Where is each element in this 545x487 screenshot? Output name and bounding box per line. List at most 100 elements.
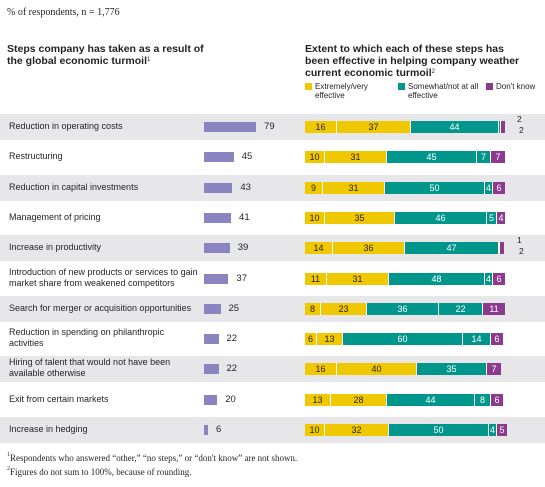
- left-bar: [204, 303, 221, 314]
- left-bar: [204, 182, 233, 193]
- legend-label-somewhat: Somewhat/not at all effective: [408, 82, 479, 100]
- extremely-segment-value: 11: [310, 273, 321, 284]
- respondents-note: % of respondents, n = 1,776: [7, 7, 120, 18]
- somewhat-segment-value: 4: [485, 182, 491, 193]
- dont-know-segment: [501, 121, 505, 133]
- extremely-segment: 37: [337, 121, 411, 133]
- dont-know-segment-value: 11: [489, 303, 499, 314]
- extremely-segment-value: 10: [309, 152, 320, 163]
- extremely-segment-value: 10: [309, 212, 320, 223]
- row-label: Exit from certain markets: [9, 393, 109, 404]
- extremely-segment: 14: [305, 242, 333, 255]
- extremely-segment-value: 31: [348, 182, 359, 193]
- dont-know-segment: 7: [487, 363, 501, 376]
- somewhat-segment: 50: [385, 181, 485, 194]
- extremely-segment: 31: [323, 181, 385, 194]
- somewhat-segment: 45: [387, 151, 477, 164]
- dont-know-segment: [500, 242, 504, 255]
- dont-know-segment: 11: [483, 302, 505, 315]
- somewhat-segment: 4: [485, 181, 493, 194]
- extremely-segment-value: 31: [352, 273, 363, 284]
- extremely-segment-value: 13: [324, 334, 335, 345]
- row-label: Reduction in spending on philanthropic a…: [9, 327, 165, 349]
- extremely-segment: 10: [305, 211, 325, 224]
- somewhat-segment: 14: [463, 333, 491, 346]
- row-label: Introduction of new products or services…: [9, 266, 198, 288]
- somewhat-segment-value: 50: [429, 182, 440, 193]
- somewhat-segment: 44: [387, 393, 475, 406]
- footnote-1-mark: 1: [7, 452, 10, 458]
- extremely-segment: 13: [317, 333, 343, 346]
- row-label: Increase in productivity: [9, 242, 102, 253]
- somewhat-segment: 36: [367, 302, 439, 315]
- left-bar: [204, 122, 257, 132]
- somewhat-segment: 44: [411, 121, 499, 133]
- dont-know-segment-value: 6: [494, 394, 500, 405]
- dont-know-segment-value: 6: [496, 182, 502, 193]
- extremely-segment: 32: [325, 424, 389, 436]
- footnote-2-mark: 2: [7, 466, 10, 472]
- left-bar: [204, 425, 208, 435]
- extremely-segment: 9: [305, 181, 323, 194]
- somewhat-segment-value: 46: [435, 212, 446, 223]
- footnote-1: 1Respondents who answered “other,” “no s…: [7, 452, 298, 463]
- extremely-segment: 10: [305, 424, 325, 436]
- somewhat-segment-value: 44: [425, 394, 436, 405]
- extremely-segment-value: 35: [354, 212, 365, 223]
- somewhat-segment-value: 36: [397, 303, 408, 314]
- row-label: Increase in hedging: [9, 424, 88, 434]
- row-label: Search for merger or acquisition opportu…: [9, 302, 192, 313]
- extremely-segment-value: 6: [307, 334, 313, 345]
- left-bar-value: 39: [237, 242, 249, 254]
- somewhat-segment-value: 35: [446, 364, 457, 375]
- extremely-segment-value: 36: [363, 243, 374, 254]
- somewhat-segment: 35: [417, 363, 487, 376]
- extremely-segment: 16: [305, 363, 337, 376]
- left-chart-title: Steps company has taken as a result of t…: [7, 43, 212, 67]
- somewhat-segment-value: 48: [431, 273, 442, 284]
- small-segment-value: 1: [517, 235, 522, 246]
- dont-know-segment: 4: [497, 211, 505, 224]
- left-bar: [204, 152, 234, 163]
- somewhat-segment-value: 50: [433, 425, 444, 435]
- extremely-segment-value: 16: [315, 122, 326, 132]
- footnote-1-text: Respondents who answered “other,” “no st…: [10, 453, 298, 463]
- extremely-segment: 31: [325, 151, 387, 164]
- extremely-segment-value: 16: [315, 364, 326, 375]
- somewhat-segment-value: 4: [485, 273, 491, 284]
- extremely-segment: 6: [305, 333, 317, 346]
- dont-know-segment-value: 7: [495, 152, 501, 163]
- footnote-2-text: Figures do not sum to 100%, because of r…: [10, 467, 192, 477]
- dont-know-segment-value: 5: [499, 425, 505, 435]
- left-bar: [204, 273, 229, 284]
- left-bar-value: 41: [239, 211, 250, 223]
- somewhat-segment-value: 44: [449, 122, 460, 132]
- dont-know-segment-value: 6: [496, 273, 502, 284]
- extremely-segment: 13: [305, 393, 331, 406]
- row-label: Management of pricing: [9, 211, 101, 222]
- dont-know-segment: 6: [491, 393, 503, 406]
- extremely-segment-value: 9: [310, 182, 316, 193]
- extremely-segment-value: 32: [351, 425, 362, 435]
- extremely-segment-value: 28: [353, 394, 364, 405]
- dont-know-segment: 6: [493, 181, 505, 194]
- extremely-segment: 35: [325, 211, 395, 224]
- somewhat-segment-value: 14: [471, 334, 482, 345]
- extremely-segment: 23: [321, 302, 367, 315]
- somewhat-segment-value: 47: [446, 243, 457, 254]
- left-bar-value: 22: [226, 363, 238, 375]
- right-chart-title: Extent to which each of these steps has …: [305, 43, 525, 79]
- somewhat-segment-value: 22: [455, 303, 466, 314]
- left-bar-value: 20: [225, 393, 236, 405]
- somewhat-segment-value: 4: [489, 425, 495, 435]
- somewhat-segment-value: 5: [488, 212, 494, 223]
- dont-know-segment-value: 7: [491, 364, 497, 375]
- somewhat-segment: 7: [477, 151, 491, 164]
- footnote-2: 2Figures do not sum to 100%, because of …: [7, 466, 192, 477]
- extremely-segment: 31: [327, 272, 389, 285]
- extremely-segment: 11: [305, 272, 327, 285]
- extremely-segment-value: 10: [309, 425, 320, 435]
- extremely-segment: 28: [331, 393, 387, 406]
- somewhat-segment: 4: [485, 272, 493, 285]
- somewhat-segment-value: 7: [480, 152, 486, 163]
